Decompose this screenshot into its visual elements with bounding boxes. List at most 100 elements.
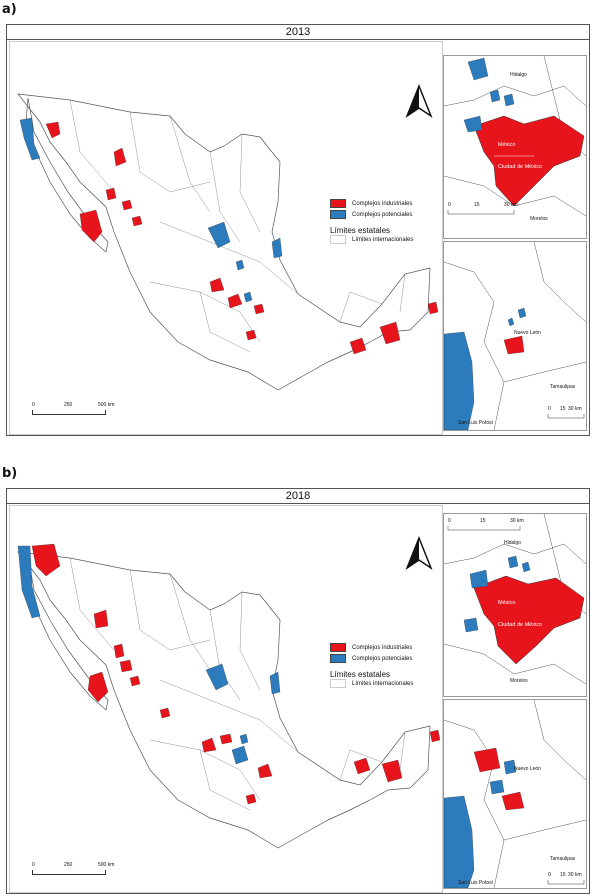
industrial-complex: [257, 763, 273, 779]
potential-swatch: [330, 654, 346, 663]
label-tamaulipas: Tamaulipas: [550, 384, 576, 390]
potential-complex: [207, 221, 231, 249]
panel-b-year-title: 2018: [7, 489, 589, 504]
label-tamaulipas: Tamaulipas: [550, 856, 576, 862]
legend-potential: Complejos potenciales: [352, 655, 413, 662]
potential-complex: [517, 307, 527, 319]
inset-scale-2: 30 km: [504, 202, 518, 208]
panel-b-inset-cdmx: 0 15 30 km Hidalgo México Ciudad de Méxi…: [443, 513, 587, 697]
panel-a-frame: 2013: [6, 24, 590, 436]
legend-state-limits: Límites estatales: [330, 226, 391, 235]
potential-complex: [489, 89, 501, 103]
scale-tick-0: 0: [32, 862, 35, 868]
inset-scale-1: 15: [480, 518, 486, 524]
potential-complex: [489, 779, 505, 795]
legend-state-limits: Límites estatales: [330, 670, 391, 679]
industrial-complex: [105, 187, 117, 201]
panel-b-legend: Complejos industriales Complejos potenci…: [330, 642, 413, 688]
label-hidalgo: Hidalgo: [510, 72, 527, 78]
north-arrow-icon: [405, 84, 433, 118]
label-slp: San Luis Potosí: [458, 880, 494, 886]
mexico-outline: [17, 551, 431, 849]
potential-complex: [205, 663, 229, 691]
potential-complex: [243, 291, 253, 303]
industrial-complex: [381, 759, 403, 783]
potential-complex: [463, 115, 483, 133]
label-morelos: Morelos: [510, 678, 528, 684]
label-slp: San Luis Potosí: [458, 420, 494, 426]
industrial-complex: [121, 199, 133, 211]
inset-scale-2: 30 km: [510, 518, 524, 524]
potential-complex: [19, 117, 41, 161]
industrial-complex: [349, 337, 367, 355]
panel-a-inset-cdmx: Hidalgo México Ciudad de México Morelos …: [443, 55, 587, 239]
label-cdmx: Ciudad de México: [498, 622, 542, 628]
cdmx-industrial-area: [473, 115, 585, 207]
industrial-complex: [501, 791, 525, 811]
industrial-complex: [79, 209, 103, 243]
potential-complex: [235, 259, 245, 271]
potential-complex: [269, 671, 281, 695]
legend-industrial: Complejos industriales: [352, 644, 413, 651]
industrial-complex: [427, 301, 439, 315]
legend-industrial: Complejos industriales: [352, 200, 413, 207]
industrial-complex: [245, 793, 257, 805]
panel-a-letter: a): [2, 2, 17, 17]
inset-scale-0: 0: [548, 872, 551, 878]
inset-scale-1: 15: [474, 202, 480, 208]
label-morelos: Morelos: [530, 216, 548, 222]
potential-complex: [17, 545, 41, 619]
panel-b-letter: b): [2, 466, 18, 481]
industrial-complex: [245, 329, 257, 341]
industrial-complex: [201, 737, 217, 753]
industrial-complex: [113, 643, 125, 659]
inset-scale-0: 0: [448, 518, 451, 524]
potential-complex: [503, 93, 515, 107]
intl-limits-swatch: [330, 235, 346, 244]
industrial-complex: [129, 675, 141, 687]
panel-a-legend: Complejos industriales Complejos potenci…: [330, 198, 413, 244]
scale-tick-1: 250: [64, 402, 73, 408]
industrial-complex: [209, 277, 225, 293]
industrial-complex: [131, 215, 143, 227]
potential-complex: [271, 237, 283, 259]
label-mexico: México: [498, 600, 515, 606]
panel-a-main-map: Complejos industriales Complejos potenci…: [9, 41, 443, 435]
industrial-complex: [87, 671, 109, 703]
industrial-complex: [379, 321, 401, 345]
panel-a-year-title: 2013: [7, 25, 589, 40]
inset-scale-1: 15: [560, 872, 566, 878]
potential-complex: [521, 561, 531, 573]
potential-complex: [507, 555, 519, 569]
inset-scale-2: 30 km: [568, 406, 582, 412]
legend-intl-limits: Límites internacionales: [352, 236, 414, 243]
industrial-complex: [253, 303, 265, 315]
scale-tick-0: 0: [32, 402, 35, 408]
potential-complex: [444, 795, 475, 888]
scale-tick-1: 250: [64, 862, 73, 868]
north-arrow-icon: [405, 536, 433, 570]
industrial-complex: [159, 707, 171, 719]
intl-limits-swatch: [330, 679, 346, 688]
industrial-complex: [93, 609, 109, 629]
industrial-complex: [113, 147, 127, 167]
inset-scale-0: 0: [448, 202, 451, 208]
cdmx-industrial-area: [473, 575, 585, 665]
industrial-swatch: [330, 199, 346, 208]
panel-a-inset-monterrey: Nuevo León Tamaulipas San Luis Potosí 0 …: [443, 241, 587, 431]
legend-intl-limits: Límites internacionales: [352, 680, 414, 687]
potential-complex: [463, 617, 479, 633]
industrial-complex: [429, 729, 441, 743]
panel-b-inset-monterrey: Nuevo León Tamaulipas San Luis Potosí 0 …: [443, 699, 587, 889]
potential-complex: [444, 331, 475, 430]
panel-b-main-map: Complejos industriales Complejos potenci…: [9, 505, 443, 893]
label-nuevo-leon: Nuevo León: [514, 330, 541, 336]
inset-scale-1: 15: [560, 406, 566, 412]
scale-tick-2: 500 km: [98, 402, 115, 408]
potential-complex: [507, 317, 515, 327]
scale-tick-2: 500 km: [98, 862, 115, 868]
inset-scale-2: 30 km: [568, 872, 582, 878]
panel-b-frame: 2018: [6, 488, 590, 894]
industrial-swatch: [330, 643, 346, 652]
potential-complex: [469, 569, 489, 589]
